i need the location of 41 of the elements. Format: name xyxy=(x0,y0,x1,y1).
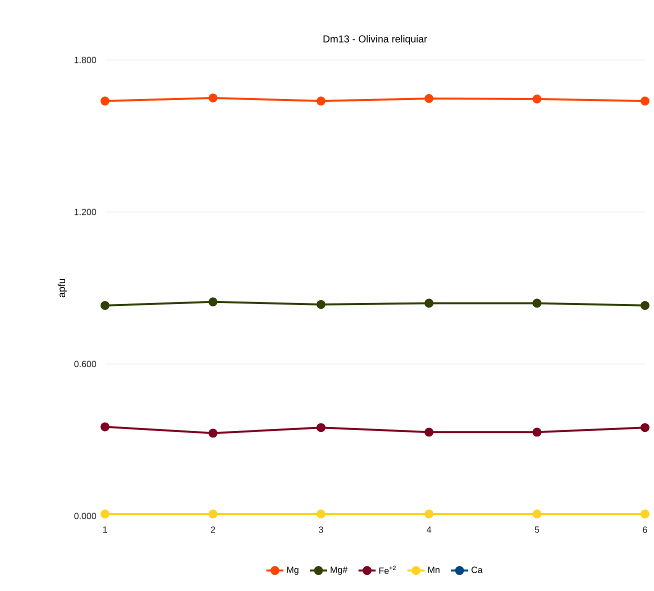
point xyxy=(208,509,218,518)
chart-title: Dm13 - Olivina reliquiar xyxy=(324,35,428,44)
point xyxy=(100,422,110,432)
point xyxy=(316,300,326,309)
point xyxy=(640,423,650,432)
point xyxy=(316,423,326,432)
x-tick-label: 6 xyxy=(642,526,648,533)
point xyxy=(640,509,650,518)
legend-label: Mg# xyxy=(330,566,348,575)
point xyxy=(100,300,110,310)
point xyxy=(424,94,434,103)
point xyxy=(316,509,326,518)
y-tick-label: 0.600 xyxy=(74,360,96,368)
point xyxy=(424,298,434,308)
legend-label: Mg xyxy=(287,566,298,575)
legend-label: Mn xyxy=(428,566,440,573)
point xyxy=(100,509,110,518)
point xyxy=(640,300,650,310)
point xyxy=(208,93,218,102)
x-tick-label: 4 xyxy=(426,526,432,533)
point xyxy=(424,428,434,437)
point xyxy=(532,298,542,308)
point xyxy=(532,94,542,104)
point xyxy=(640,96,650,106)
legend-label: Ca xyxy=(472,566,483,574)
point xyxy=(424,509,434,518)
point xyxy=(532,428,542,437)
x-tick-label: 2 xyxy=(210,526,216,533)
point xyxy=(208,297,218,306)
y-tick-label: 1.800 xyxy=(74,56,96,64)
x-tick-label: 1 xyxy=(103,526,108,533)
point xyxy=(316,96,326,106)
y-axis-title: apfu xyxy=(58,278,68,298)
x-tick-label: 3 xyxy=(318,526,324,533)
point xyxy=(532,509,542,518)
point xyxy=(208,428,218,438)
x-tick-label: 5 xyxy=(534,526,540,533)
y-tick-label: 1.200 xyxy=(74,208,96,216)
point xyxy=(100,96,110,106)
y-tick-label: 0.000 xyxy=(74,512,96,520)
legend-label: Fe$^{+2}$ xyxy=(379,566,396,574)
